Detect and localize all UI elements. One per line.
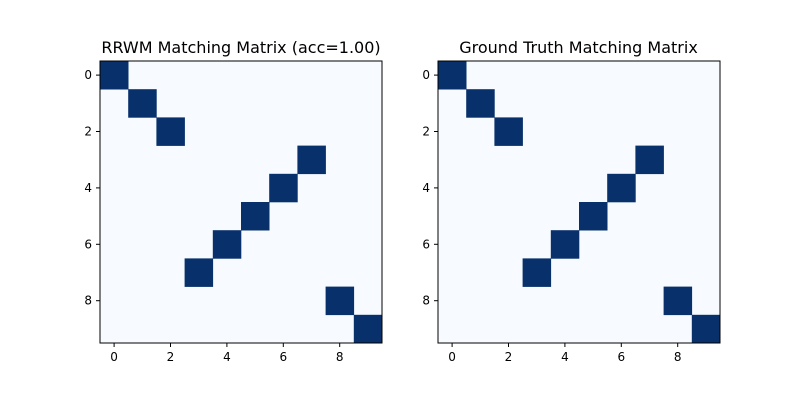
ground-truth-match-cell-r2-c2	[494, 117, 523, 146]
rrwm-match-cell-r8-c8	[325, 286, 355, 316]
rrwm-match-cell-r7-c3	[184, 258, 214, 287]
rrwm-matrix-panel: RRWM Matching Matrix (acc=1.00) 0 2 4 6 8 0 2 4…	[84, 38, 383, 364]
rrwm-match-cell-r0-c0	[100, 61, 129, 90]
ground-truth-title: Ground Truth Matching Matrix	[459, 38, 698, 57]
ground-truth-ytick-label-0: 0	[422, 68, 430, 82]
ground-truth-xtick-label-6: 6	[617, 350, 625, 364]
ground-truth-match-cell-r7-c3	[522, 258, 552, 287]
rrwm-title: RRWM Matching Matrix (acc=1.00)	[101, 38, 380, 57]
ground-truth-xtick-label-0: 0	[448, 350, 456, 364]
ground-truth-match-cell-r9-c9	[691, 314, 721, 344]
ground-truth-match-cell-r6-c4	[550, 230, 580, 259]
rrwm-xtick-label-2: 2	[167, 350, 175, 364]
rrwm-ytick-label-8: 8	[84, 294, 92, 308]
rrwm-match-cell-r6-c4	[212, 230, 242, 259]
ground-truth-match-cell-r5-c5	[579, 202, 608, 231]
ground-truth-matrix-panel: Ground Truth Matching Matrix 0 2 4 6 8 0 2 4 6 8	[422, 38, 721, 364]
ground-truth-plot-area: 0 2 4 6 8 0 2 4 6 8	[422, 60, 721, 364]
ground-truth-ytick-label-2: 2	[422, 125, 430, 139]
ground-truth-xtick-label-8: 8	[674, 350, 682, 364]
rrwm-ytick-label-6: 6	[84, 237, 92, 251]
ground-truth-ytick-label-8: 8	[422, 294, 430, 308]
rrwm-xtick-label-0: 0	[110, 350, 118, 364]
rrwm-match-cell-r9-c9	[353, 314, 383, 344]
rrwm-match-cell-r3-c7	[297, 145, 326, 175]
rrwm-axes-frame	[99, 60, 383, 344]
rrwm-ytick-label-4: 4	[84, 181, 92, 195]
rrwm-plot-area: 0 2 4 6 8 0 2 4 6 8	[84, 60, 383, 364]
rrwm-ytick-label-2: 2	[84, 125, 92, 139]
rrwm-ytick-label-0: 0	[84, 68, 92, 82]
ground-truth-xtick-label-2: 2	[505, 350, 513, 364]
ground-truth-match-cell-r0-c0	[438, 61, 467, 90]
rrwm-match-cell-r2-c2	[156, 117, 185, 146]
ground-truth-match-cell-r1-c1	[466, 89, 495, 118]
rrwm-xtick-label-8: 8	[336, 350, 344, 364]
rrwm-match-cell-r4-c6	[269, 173, 298, 203]
rrwm-xtick-label-6: 6	[279, 350, 287, 364]
rrwm-match-cell-r1-c1	[128, 89, 157, 118]
ground-truth-xtick-label-4: 4	[561, 350, 569, 364]
ground-truth-ytick-label-6: 6	[422, 237, 430, 251]
ground-truth-match-cell-r3-c7	[635, 145, 664, 175]
rrwm-match-cell-r5-c5	[241, 202, 270, 231]
ground-truth-ytick-label-4: 4	[422, 181, 430, 195]
rrwm-xtick-label-4: 4	[223, 350, 231, 364]
ground-truth-axes-frame	[437, 60, 721, 344]
ground-truth-match-cell-r4-c6	[607, 173, 636, 203]
ground-truth-match-cell-r8-c8	[663, 286, 693, 316]
